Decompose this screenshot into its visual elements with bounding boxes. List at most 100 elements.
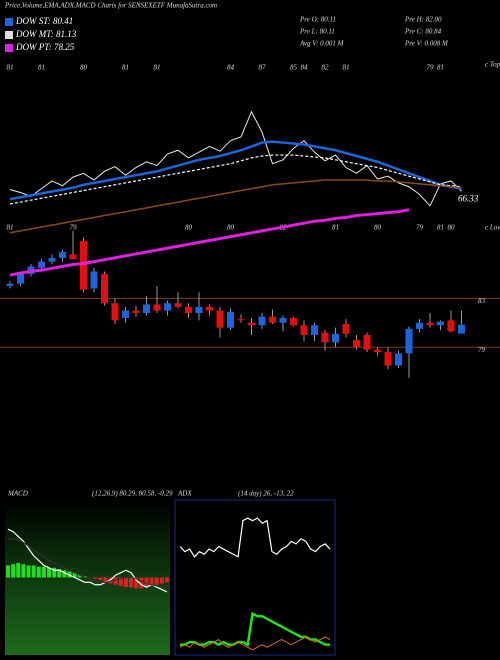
candle-body <box>437 321 444 326</box>
candle-body <box>258 316 266 326</box>
histogram-bar <box>154 577 159 585</box>
end-label: 66.33 <box>458 193 479 203</box>
legend-swatch <box>5 18 13 26</box>
adx-title: ADX <box>177 490 192 498</box>
info-text: Pre H: 82.00 <box>404 16 442 24</box>
macd-line <box>8 538 168 591</box>
histogram-bar <box>123 577 128 588</box>
macd-subtitle: (12,26,9) 80.29, 80.58, -0.29 <box>92 490 173 498</box>
histogram-bar <box>31 565 36 578</box>
candle-body <box>122 310 129 318</box>
info-text: Pre O: 80.11 <box>299 16 336 24</box>
low-label: 80 <box>374 224 382 232</box>
info-text: Pre L: 80.11 <box>299 28 335 36</box>
candle-body <box>59 251 66 258</box>
histogram-bar <box>47 567 52 578</box>
candle-body <box>227 311 234 328</box>
lows-caption: c Lows <box>485 224 500 232</box>
candle-body <box>384 352 392 366</box>
legend-swatch <box>5 31 13 39</box>
top-label: 80 <box>80 64 88 72</box>
candle-body <box>321 332 329 343</box>
low-label: 81 <box>332 224 339 232</box>
candle-body <box>206 306 213 311</box>
legend-label: DOW MT: 81.13 <box>15 29 77 39</box>
histogram-bar <box>103 577 108 583</box>
candle-body <box>216 310 224 328</box>
candle-body <box>48 258 56 262</box>
legend-swatch <box>5 44 13 52</box>
histogram-bar <box>26 565 31 578</box>
histogram-bar <box>77 575 82 578</box>
macd-line <box>7 528 168 593</box>
histogram-bar <box>129 577 134 588</box>
adx-subtitle: (14 day) 26, -13, 22 <box>238 490 294 498</box>
top-label: 79 <box>427 64 435 72</box>
candle-body <box>395 353 402 366</box>
candle-body <box>426 322 434 326</box>
candle-body <box>6 283 14 287</box>
candle-body <box>279 317 287 323</box>
histogram-bar <box>11 564 16 578</box>
legend-label: DOW PT: 78.25 <box>15 42 75 52</box>
low-label: 81 <box>7 224 14 232</box>
candle-body <box>101 273 108 304</box>
candle-body <box>69 254 77 260</box>
top-label: 82 <box>322 64 330 72</box>
histogram-bar <box>149 577 154 586</box>
candle-body <box>38 261 45 268</box>
histogram-bar <box>21 564 26 578</box>
candle-body <box>111 303 119 321</box>
histogram-bar <box>36 566 41 578</box>
candle-body <box>143 304 150 313</box>
candle-body <box>311 325 318 335</box>
candle-body <box>353 339 360 348</box>
candle-body <box>164 303 171 311</box>
adx-line <box>179 636 331 651</box>
top-label: 85 <box>290 64 298 72</box>
price-line <box>9 110 462 207</box>
macd-title: MACD <box>7 490 28 498</box>
candle-body <box>132 310 140 313</box>
price-line <box>9 140 462 201</box>
price-line <box>9 154 462 205</box>
tops-caption: c Tops <box>485 61 500 69</box>
histogram-bar <box>118 577 123 586</box>
histogram-bar <box>144 577 149 588</box>
candle-body <box>374 349 381 353</box>
low-label: 79 <box>70 224 78 232</box>
top-label: 84 <box>227 64 235 72</box>
histogram-bar <box>41 566 46 578</box>
low-label: 80 <box>448 224 456 232</box>
candle-body <box>248 322 255 326</box>
histogram-bar <box>139 577 144 589</box>
histogram-bar <box>62 570 67 578</box>
histogram-bar <box>98 577 103 580</box>
candle-body <box>447 320 455 332</box>
candle-body <box>153 304 161 311</box>
candle-body <box>416 322 423 329</box>
info-text: Pre C: 80.84 <box>404 28 442 36</box>
price-line <box>9 208 410 277</box>
top-label: 81 <box>7 64 14 72</box>
low-label: 81 <box>437 224 444 232</box>
adx-line <box>179 517 331 558</box>
chart-title: Price,Volume,EMA,ADX,MACD Charts for SEN… <box>4 2 217 10</box>
histogram-bar <box>159 577 164 584</box>
candle-body <box>174 303 182 307</box>
top-label: 81 <box>122 64 129 72</box>
histogram-bar <box>57 569 62 578</box>
candle-body <box>290 317 297 326</box>
candle-body <box>332 333 339 343</box>
top-label: 81 <box>437 64 444 72</box>
candle-body <box>195 306 203 313</box>
info-text: Avg V: 0.001 M <box>299 40 345 48</box>
histogram-bar <box>113 577 118 585</box>
top-label: 84 <box>301 64 309 72</box>
low-label: 79 <box>416 224 424 232</box>
top-label: 81 <box>38 64 45 72</box>
candle-body <box>458 324 465 334</box>
candle-body <box>90 271 98 289</box>
